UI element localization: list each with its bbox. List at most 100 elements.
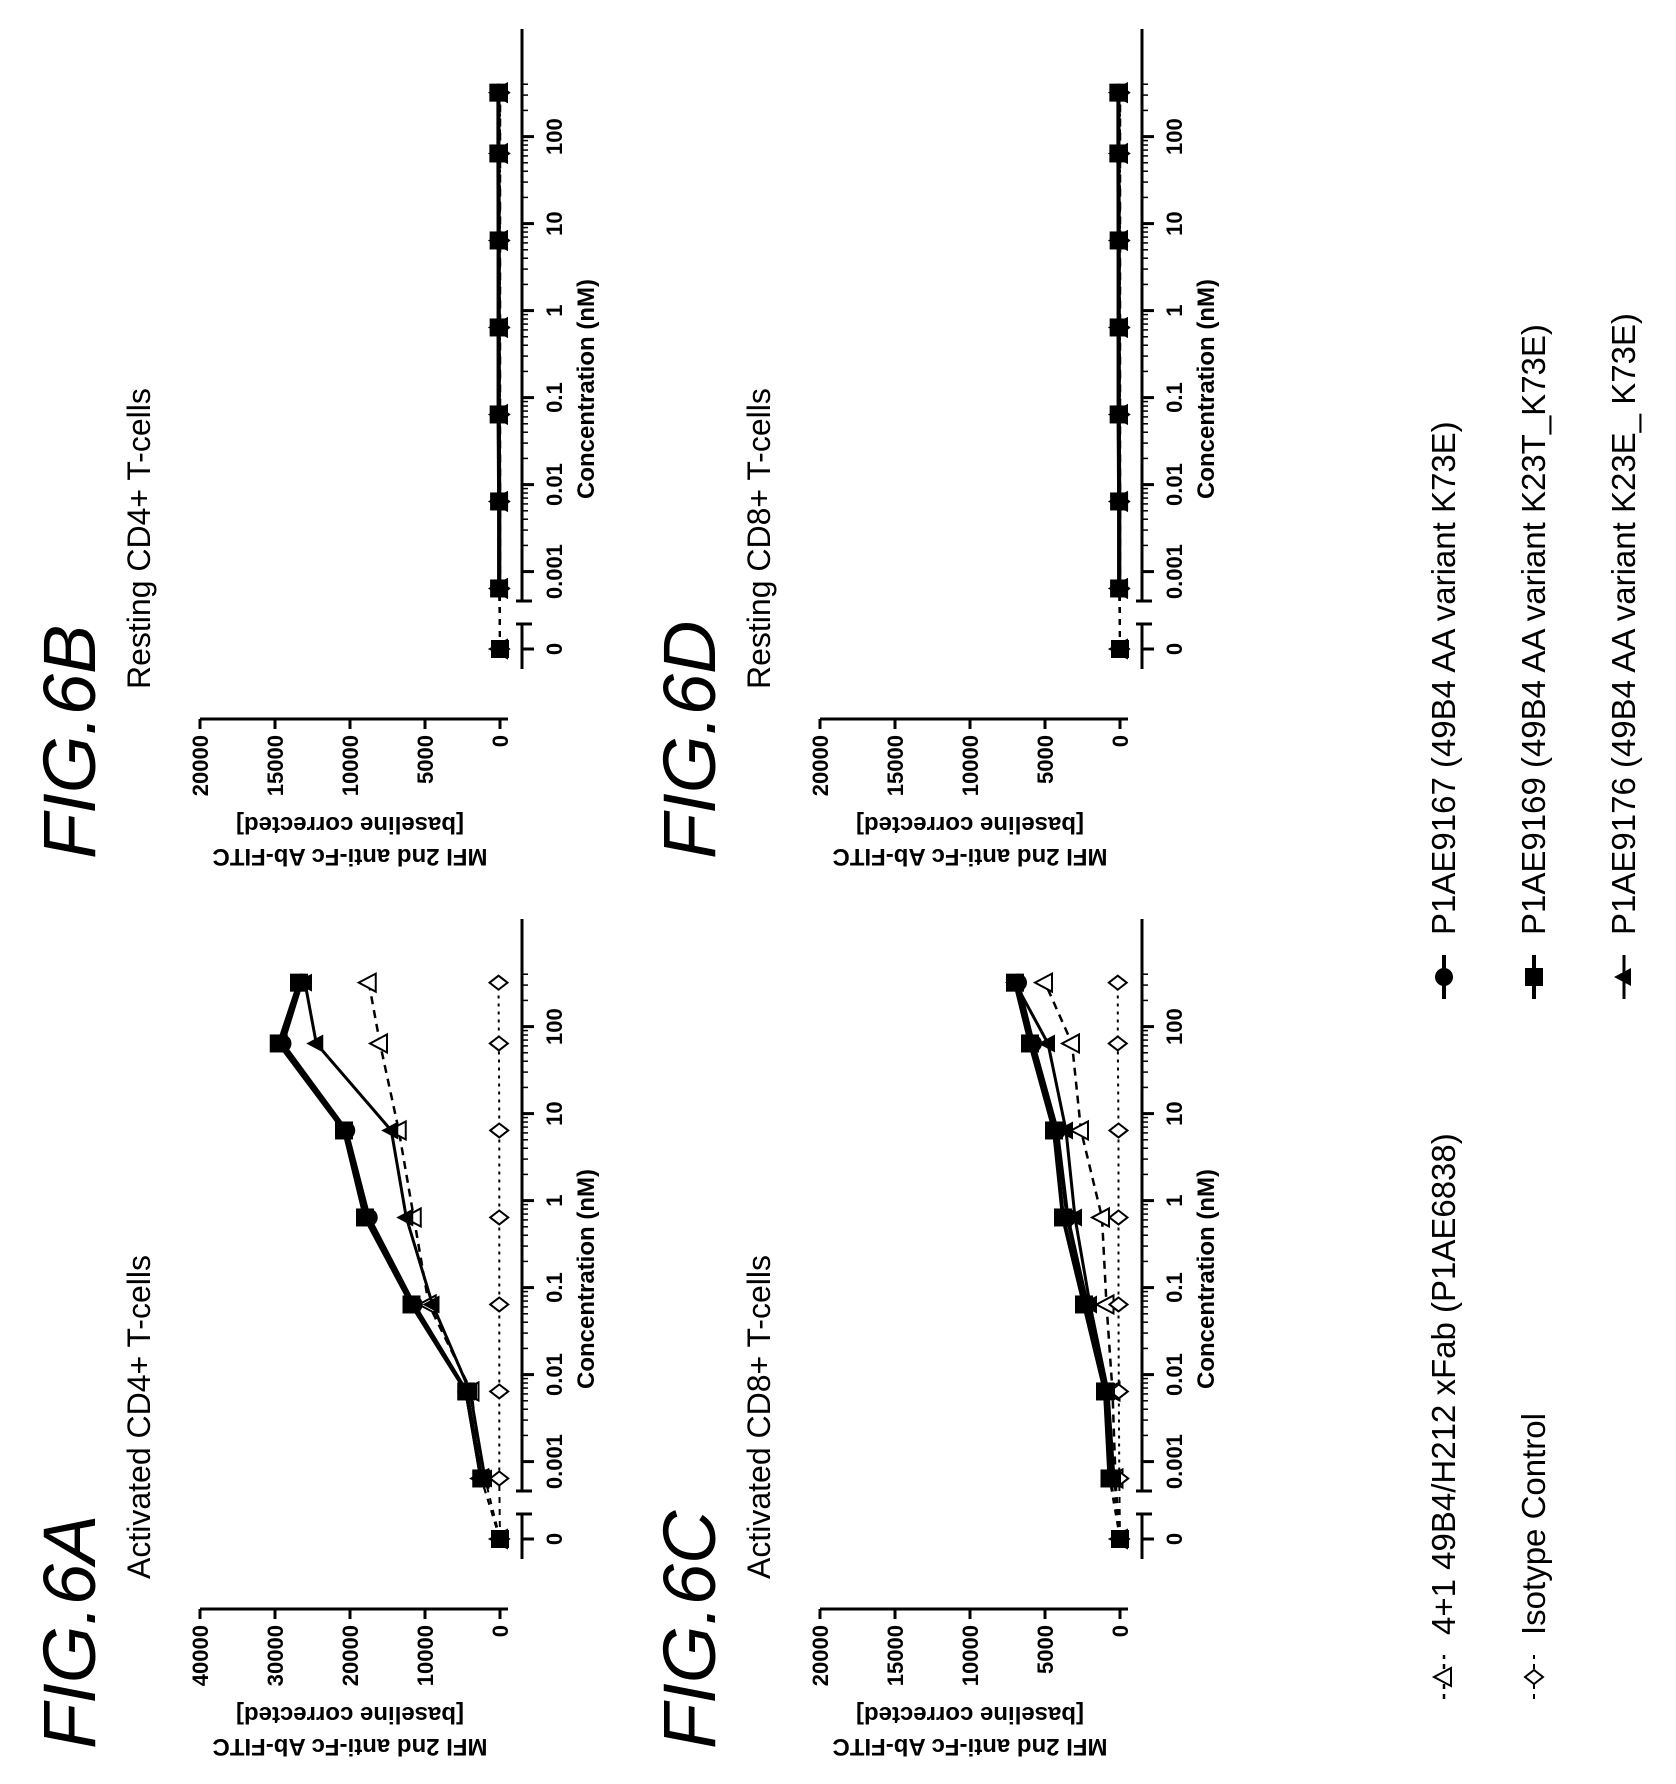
x-tick-label: 0 bbox=[1162, 643, 1187, 655]
y-tick-label: 0 bbox=[488, 735, 513, 747]
x-tick-label: 10 bbox=[1162, 211, 1187, 235]
data-point bbox=[269, 1034, 288, 1053]
series-line bbox=[276, 982, 484, 1479]
y-tick-label: 10000 bbox=[958, 735, 983, 796]
data-point bbox=[487, 974, 510, 991]
legend-label: 4+1 49B4/H212 xFab (P1AE6838) bbox=[1425, 1133, 1462, 1635]
data-point bbox=[1098, 1382, 1115, 1401]
legend-swatch-marker bbox=[1523, 1668, 1545, 1686]
series-v167 bbox=[1009, 973, 1129, 1548]
x-tick-label: 0.1 bbox=[542, 382, 567, 413]
data-point bbox=[1054, 1208, 1072, 1227]
data-point bbox=[335, 1121, 353, 1140]
y-tick-label: 5000 bbox=[1033, 735, 1058, 784]
y-tick-label: 15000 bbox=[883, 735, 908, 796]
series-v176 bbox=[488, 83, 507, 658]
data-point bbox=[306, 1034, 324, 1053]
figure-label: FIG.6A bbox=[28, 1515, 111, 1749]
figure-label: FIG.6B bbox=[28, 625, 111, 859]
x-tick-label: 1 bbox=[542, 304, 567, 316]
x-axis-title: Concentration (nM) bbox=[1193, 1169, 1220, 1389]
data-point bbox=[356, 971, 377, 994]
data-point bbox=[1107, 1209, 1130, 1226]
zero-connector bbox=[1108, 1478, 1121, 1540]
y-axis-title: MFI 2nd anti-Fc Ab-FITC [baseline correct… bbox=[832, 811, 1107, 870]
y-tick-label: 5000 bbox=[413, 735, 438, 784]
y-tick-label: 20000 bbox=[338, 1625, 363, 1686]
y-axis-title-line1: MFI 2nd anti-Fc Ab-FITC bbox=[832, 843, 1107, 870]
data-point bbox=[488, 318, 506, 337]
series-line bbox=[303, 982, 487, 1479]
data-point bbox=[1110, 1530, 1127, 1548]
x-tick-label: 0.1 bbox=[542, 1272, 567, 1303]
series-v176 bbox=[295, 973, 507, 1548]
series-line bbox=[367, 982, 483, 1479]
y-axis-title: MFI 2nd anti-Fc Ab-FITC [baseline correct… bbox=[832, 1701, 1107, 1760]
data-point bbox=[488, 1470, 510, 1487]
x-tick-label: 0 bbox=[542, 1533, 567, 1545]
y-tick-label: 20000 bbox=[188, 735, 213, 796]
data-point bbox=[1110, 640, 1127, 658]
series-v167 bbox=[273, 973, 509, 1548]
data-point bbox=[1032, 971, 1053, 994]
x-tick-label: 1 bbox=[1162, 1194, 1187, 1206]
panel-title: Activated CD8+ T-cells bbox=[741, 1255, 777, 1579]
data-point bbox=[1056, 1121, 1073, 1140]
data-point bbox=[489, 492, 507, 511]
y-tick-label: 0 bbox=[1108, 1625, 1133, 1637]
panel-fig-6b: FIG.6B Resting CD4+ T-cells 0 5000 10000 1500… bbox=[28, 29, 600, 870]
data-point bbox=[1045, 1121, 1063, 1140]
data-point bbox=[1059, 1032, 1080, 1055]
data-point bbox=[396, 1208, 414, 1227]
legend: 4+1 49B4/H212 xFab (P1AE6838) Isotype Con… bbox=[1425, 313, 1642, 1699]
data-point bbox=[1107, 1296, 1130, 1313]
legend-item-v169: P1AE9169 (49B4 AA variant K23T_K73E) bbox=[1515, 324, 1552, 999]
y-tick-label: 15000 bbox=[263, 735, 288, 796]
data-point bbox=[488, 405, 506, 424]
x-tick-label: 10 bbox=[1162, 1101, 1187, 1125]
x-tick-label: 1 bbox=[1162, 304, 1187, 316]
series-line bbox=[1116, 982, 1121, 1479]
legend-swatch-marker bbox=[1435, 968, 1453, 986]
y-tick-label: 30000 bbox=[263, 1625, 288, 1686]
series-v176 bbox=[1005, 973, 1127, 1548]
x-tick-label: 0.001 bbox=[542, 1434, 567, 1489]
y-axis-title-line2: [baseline corrected] bbox=[856, 811, 1084, 838]
y-tick-label: 15000 bbox=[883, 1625, 908, 1686]
data-point bbox=[1104, 1469, 1121, 1488]
data-point bbox=[1038, 1034, 1055, 1053]
legend-label: Isotype Control bbox=[1515, 1413, 1552, 1635]
x-tick-label: 0.001 bbox=[542, 544, 567, 599]
data-point bbox=[488, 83, 506, 102]
legend-item-iso: Isotype Control bbox=[1515, 1413, 1552, 1699]
data-point bbox=[1021, 1034, 1039, 1053]
figure-label: FIG.6C bbox=[648, 1510, 731, 1749]
zero-connector bbox=[1110, 1478, 1121, 1540]
zero-connector bbox=[498, 1478, 501, 1540]
data-point bbox=[1108, 318, 1126, 337]
series-v169 bbox=[1006, 973, 1129, 1548]
data-point bbox=[1108, 405, 1126, 424]
x-tick-label: 0.01 bbox=[542, 463, 567, 506]
data-point bbox=[488, 1383, 510, 1400]
y-tick-label: 0 bbox=[488, 1625, 513, 1637]
y-tick-label: 10000 bbox=[338, 735, 363, 796]
legend-label: P1AE9167 (49B4 AA variant K73E) bbox=[1425, 421, 1462, 935]
y-tick-label: 20000 bbox=[808, 735, 833, 796]
panel-title: Resting CD4+ T-cells bbox=[121, 388, 157, 689]
data-point bbox=[1065, 1208, 1082, 1227]
panel-fig-6d: FIG.6D Resting CD8+ T-cells 0 5000 10000 1500… bbox=[648, 29, 1220, 870]
y-tick-label: 5000 bbox=[1033, 1625, 1058, 1674]
data-point bbox=[1068, 1119, 1089, 1142]
x-tick-label: 0.01 bbox=[542, 1353, 567, 1396]
data-point bbox=[460, 1382, 477, 1401]
panel-fig-6c: FIG.6C Activated CD8+ T-cells 0 5000 10000 15… bbox=[648, 919, 1220, 1760]
y-tick-label: 40000 bbox=[188, 1625, 213, 1686]
data-point bbox=[475, 1469, 492, 1488]
y-axis-title-line2: [baseline corrected] bbox=[236, 1701, 464, 1728]
y-tick-label: 10000 bbox=[958, 1625, 983, 1686]
zero-connector bbox=[484, 1478, 501, 1540]
data-point bbox=[1108, 144, 1126, 163]
data-point bbox=[1005, 973, 1022, 992]
